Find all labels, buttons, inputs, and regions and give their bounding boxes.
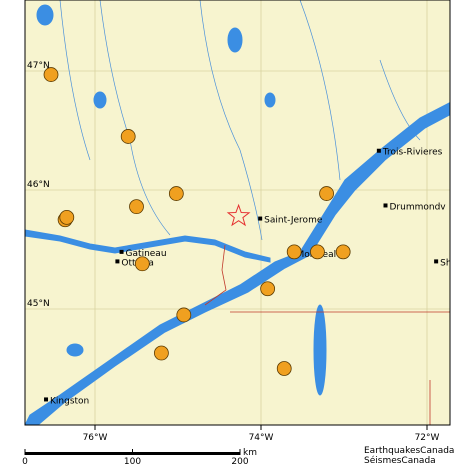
city-marker (258, 216, 263, 221)
earthquake (286, 244, 302, 260)
lon-label: 74°W (249, 433, 274, 443)
credit: EarthquakesCanada (364, 446, 454, 456)
city-marker (383, 203, 388, 208)
city-label: Trois-Rivieres (382, 148, 443, 158)
earthquake (335, 244, 351, 260)
earthquake (129, 199, 144, 215)
earthquake (276, 361, 292, 376)
credit: SéismesCanada (364, 455, 436, 466)
graticule (25, 0, 450, 425)
epicenter (226, 203, 251, 227)
lake (227, 27, 243, 53)
earthquake (59, 209, 75, 225)
lake (93, 91, 107, 109)
scale-label: 100 (124, 457, 141, 467)
earthquake (43, 67, 59, 82)
city-marker (119, 249, 124, 254)
land (25, 0, 450, 425)
frame (24, 0, 451, 426)
city-label: Gatineau (126, 249, 167, 259)
lon-label: 72°W (415, 433, 440, 443)
lat-label: 46°N (27, 180, 50, 190)
earthquake (319, 186, 334, 201)
lon-label: 76°W (83, 433, 108, 443)
city-marker (376, 148, 381, 153)
lat-label: 47°N (27, 61, 50, 71)
earthquake (120, 129, 136, 144)
lake (313, 304, 327, 396)
earthquake (134, 256, 150, 272)
lake (264, 92, 276, 108)
earthquake (310, 244, 325, 260)
lake (66, 343, 84, 357)
earthquake (260, 281, 276, 297)
scale-label: 0 (22, 457, 28, 467)
city-marker (44, 397, 49, 402)
marks: Trois-Rivieres Drummondv Saint-Jerome Gatin… (43, 67, 451, 406)
city-label: Drummondv (390, 202, 447, 212)
layers: Trois-Rivieres Drummondv Saint-Jerome Gatin… (25, 0, 451, 425)
st-lawrence (25, 102, 450, 425)
ottawa-river (25, 229, 271, 263)
city-label: Saint-Jerome (264, 216, 323, 226)
lake (36, 4, 54, 26)
earthquake (168, 186, 184, 201)
scale-label: 200 (231, 457, 248, 467)
city-marker (434, 259, 439, 264)
earthquake (153, 345, 169, 361)
city-marker (115, 259, 120, 264)
scale-unit: km (243, 448, 257, 458)
city-label: Kingston (50, 396, 89, 406)
city-label: Sh (440, 258, 451, 268)
borders (204, 244, 450, 425)
lat-label: 45°N (27, 299, 50, 309)
earthquake (176, 307, 192, 323)
